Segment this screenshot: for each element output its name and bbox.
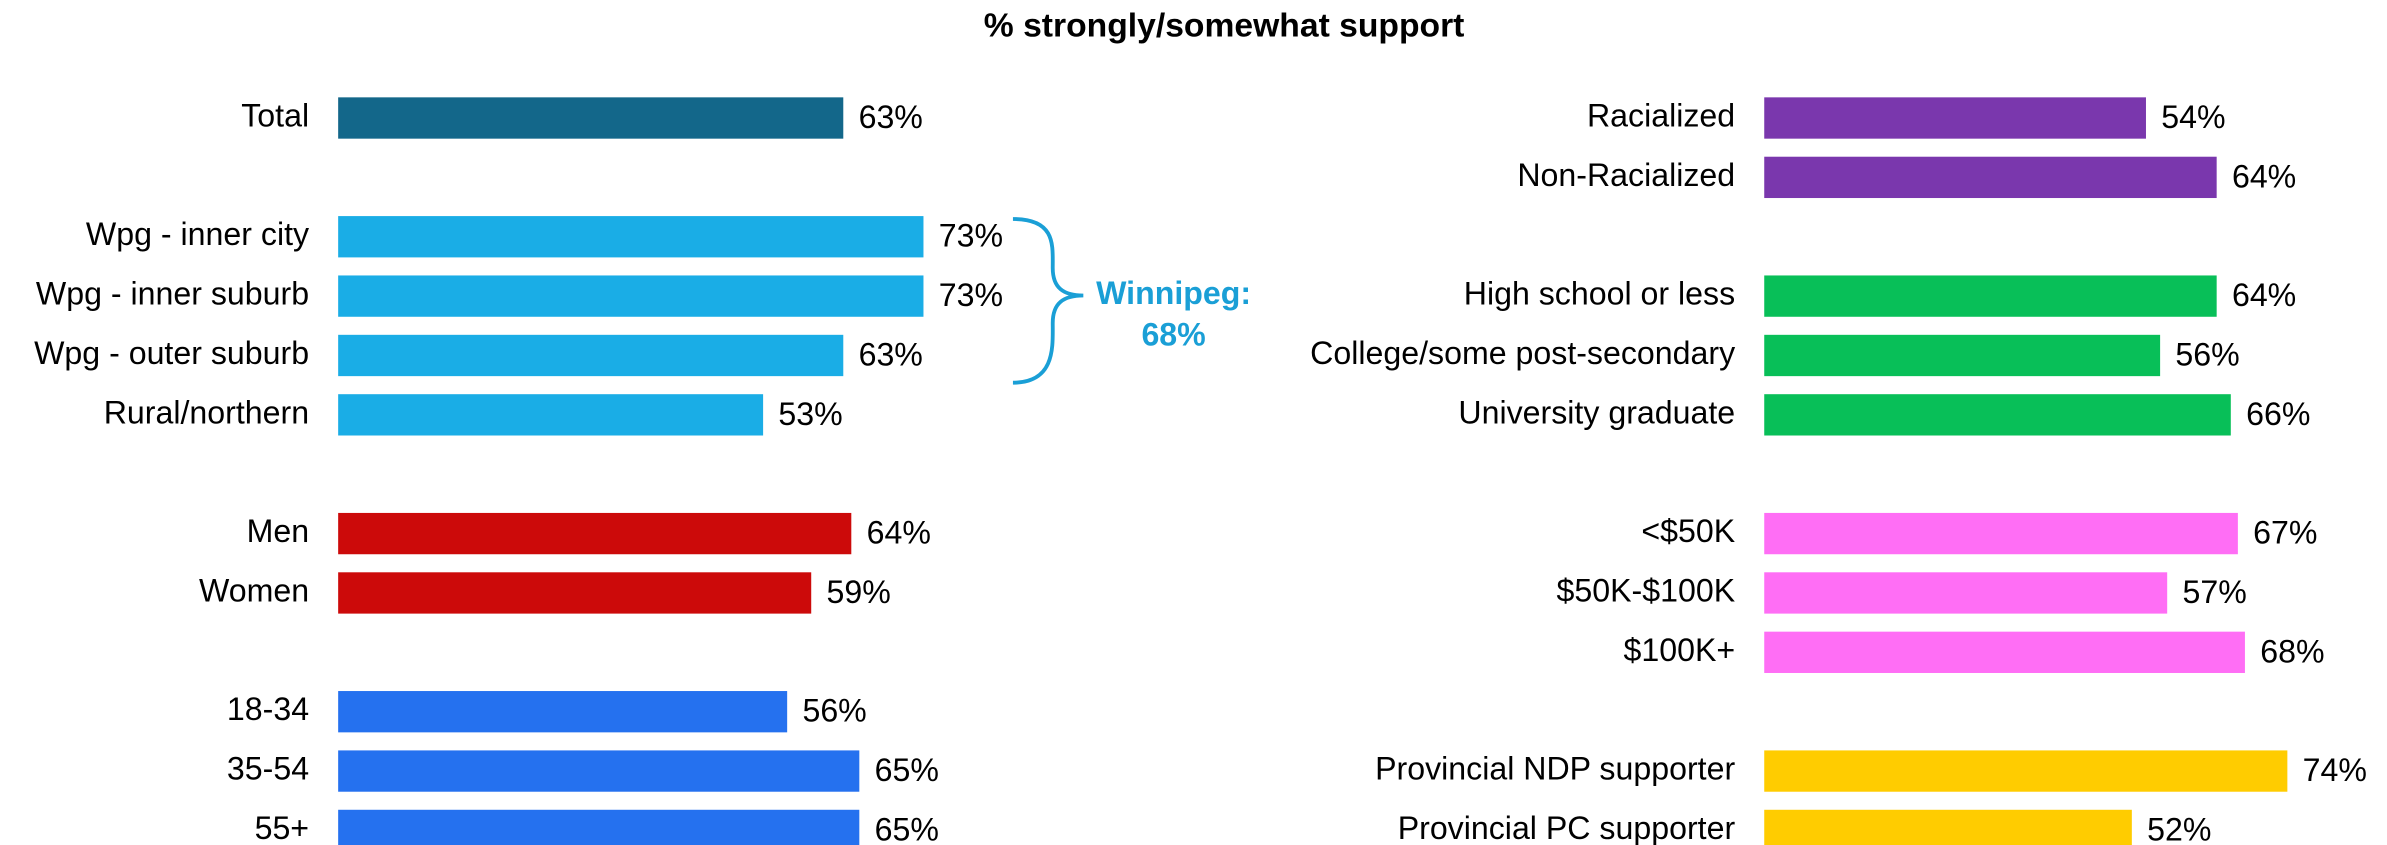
value-label: 54% (2161, 99, 2225, 135)
bar (338, 750, 860, 792)
value-label: 53% (778, 396, 842, 432)
value-label: 64% (867, 515, 931, 551)
bar (1764, 750, 2288, 792)
category-label: $100K+ (1624, 632, 1736, 668)
bar (338, 809, 860, 845)
category-label: <$50K (1641, 513, 1735, 549)
category-label: Wpg - outer suburb (34, 335, 309, 371)
category-label: Provincial NDP supporter (1375, 751, 1735, 787)
value-label: 74% (2303, 752, 2367, 788)
value-label: 68% (2260, 633, 2324, 669)
bar (1764, 156, 2217, 199)
bracket (1012, 217, 1084, 385)
bar (1764, 97, 2146, 139)
category-label: 18-34 (227, 691, 309, 727)
bar (338, 334, 844, 377)
value-label: 66% (2246, 396, 2310, 432)
value-label: 73% (939, 218, 1003, 254)
value-label: 64% (2232, 158, 2296, 194)
value-label: 65% (875, 752, 939, 788)
bar (338, 572, 812, 614)
bar (1764, 572, 2168, 614)
bar (338, 512, 852, 555)
value-label: 67% (2253, 515, 2317, 551)
category-label: Rural/northern (104, 394, 309, 430)
bar (1764, 394, 2231, 436)
value-label: 63% (859, 336, 923, 372)
value-label: 56% (2175, 336, 2239, 372)
category-label: Racialized (1587, 97, 1735, 133)
annotation: Winnipeg: (1096, 275, 1251, 311)
value-label: 59% (827, 574, 891, 610)
category-label: Total (241, 97, 309, 133)
category-label: High school or less (1464, 276, 1735, 312)
category-label: 55+ (255, 810, 310, 845)
bar (338, 275, 924, 317)
category-label: $50K-$100K (1557, 572, 1736, 608)
bar (1764, 334, 2161, 377)
category-label: Women (199, 572, 309, 608)
bar (1764, 631, 2245, 673)
value-label: 73% (939, 277, 1003, 313)
value-label: 65% (875, 811, 939, 845)
bar (338, 394, 764, 436)
category-label: Provincial PC supporter (1398, 810, 1736, 845)
bar (338, 216, 924, 258)
category-label: Wpg - inner suburb (36, 276, 309, 312)
bar (338, 691, 788, 733)
bar (338, 97, 844, 139)
bar (1764, 275, 2217, 317)
bar (1764, 512, 2238, 555)
bar (1764, 809, 2132, 845)
chart-title: % strongly/somewhat support (984, 8, 1465, 45)
category-label: College/some post-secondary (1310, 335, 1735, 371)
category-label: University graduate (1458, 394, 1735, 430)
category-label: Non-Racialized (1517, 157, 1735, 193)
category-label: Men (247, 513, 309, 549)
value-label: 56% (802, 693, 866, 729)
category-label: Wpg - inner city (86, 216, 309, 252)
value-label: 57% (2182, 574, 2246, 610)
value-label: 63% (859, 99, 923, 135)
annotation: 68% (1141, 316, 1205, 352)
category-label: 35-54 (227, 751, 309, 787)
value-label: 64% (2232, 277, 2296, 313)
value-label: 52% (2147, 811, 2211, 845)
